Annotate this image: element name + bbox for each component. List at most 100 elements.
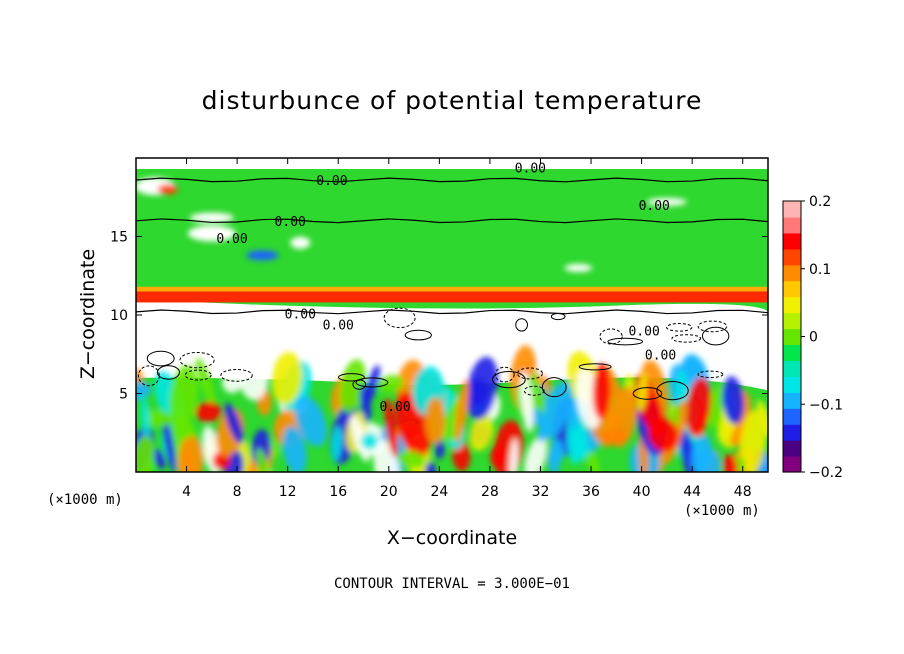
contour-loop [338,373,365,382]
x-tick-label: 44 [683,484,701,500]
x-tick-label: 16 [329,484,347,500]
colorbar-segment [783,296,801,314]
field-blob [224,402,244,445]
y-tick-label: 5 [119,387,128,403]
contour-loop [697,320,728,333]
contour-loop [599,328,623,345]
field-blob [255,448,272,472]
contour-loop [492,370,526,389]
colorbar-segment [783,232,801,250]
contour-loop [632,387,663,400]
contour-line [136,218,768,224]
field-wisp [246,250,279,261]
contour-loop [516,367,543,380]
colorbar-segment [783,264,801,282]
field-blob [469,414,494,451]
colorbar-tick-label: 0 [809,330,818,346]
contour-loop [701,326,730,346]
field-blob [339,359,367,413]
contour-label: 0.00 [323,318,354,333]
chart-title: disturbunce of potential temperature [201,86,703,115]
contour-loop [355,377,389,388]
x-tick-label: 8 [233,484,242,500]
contour-label: 0.00 [379,400,410,415]
x-tick-label: 32 [532,484,550,500]
colorbar-segment [783,248,801,266]
field-blob [637,372,648,412]
colorbar-tick-label: −0.1 [809,397,843,413]
field-blob [181,439,195,472]
contour-labels: 0.00 0.00 0.00 0.00 0.00 0.00 0.00 0.00 0.00 0.00 [216,161,676,415]
colorbar-segment [783,456,801,473]
heatmap-field [136,158,768,472]
field-blob [592,363,611,420]
field-wisp [187,225,236,242]
y-axis-label: Z−coordinate [77,248,99,380]
x-tick-label: 4 [182,484,191,500]
colorbar-segment [783,360,801,377]
field-blob [360,432,379,450]
contour-loop [578,363,612,371]
contour-loop [541,377,567,398]
field-blob [384,397,398,458]
y-axis: 5 10 15 [110,230,768,403]
contour-loop [550,312,566,321]
field-blob [153,448,166,470]
field-blob [397,450,426,469]
contour-loop [697,370,724,379]
colorbar-tick-label: 0.2 [809,194,831,210]
colorbar-segment [783,408,801,425]
field-blob [679,429,702,472]
x-unit-label: (×1000 m) [684,503,760,519]
contour-label: 0.00 [285,307,316,322]
field-blob [435,440,445,460]
field-blob [547,449,560,472]
field-blob [169,365,198,429]
field-blob [648,416,679,452]
field-blob [140,396,150,439]
field-blob [222,370,243,394]
field-blob [739,409,767,472]
field-blob [691,434,712,472]
x-axis: 4 8 12 16 20 24 28 32 36 40 44 48 [182,158,752,500]
field-blob [350,414,370,462]
contour-line [136,177,768,183]
x-tick-label: 28 [481,484,499,500]
colorbar-tick-label: −0.2 [809,465,843,481]
colorbar-segment [783,280,801,298]
field-blob [271,352,303,405]
field-blob [359,385,372,423]
colorbar-segment [783,216,801,234]
colorbar: 0.2 0.1 0 −0.1 −0.2 [782,194,843,481]
contour-loop [184,369,212,381]
x-tick-label: 20 [380,484,398,500]
contour-label: 0.00 [628,325,659,340]
colorbar-segment [783,328,801,346]
y-tick-label: 10 [110,308,128,324]
field-blob [723,454,738,472]
contour-label: 0.00 [515,161,546,176]
field-blob [136,435,155,472]
x-tick-label: 48 [734,484,752,500]
field-blob [537,418,548,443]
y-tick-label: 15 [110,230,128,246]
field-wisp [564,263,593,272]
field-blob [490,445,504,468]
field-blob [454,379,470,443]
colorbar-tick-label: 0.1 [809,262,831,278]
field-blob [238,355,269,401]
field-blob [569,428,589,461]
contour-label: 0.00 [216,232,247,247]
field-wisp [646,197,687,206]
contour-loop [220,368,253,382]
warm-layer-edge [136,286,768,292]
contour-loop [656,381,689,401]
contour-line [136,309,768,315]
z-unit-label: (×1000 m) [47,492,123,508]
contour-label: 0.00 [645,348,676,363]
field-blob [136,381,152,400]
warm-layer [136,291,768,303]
field-blob [294,395,327,447]
field-blob [282,426,307,472]
